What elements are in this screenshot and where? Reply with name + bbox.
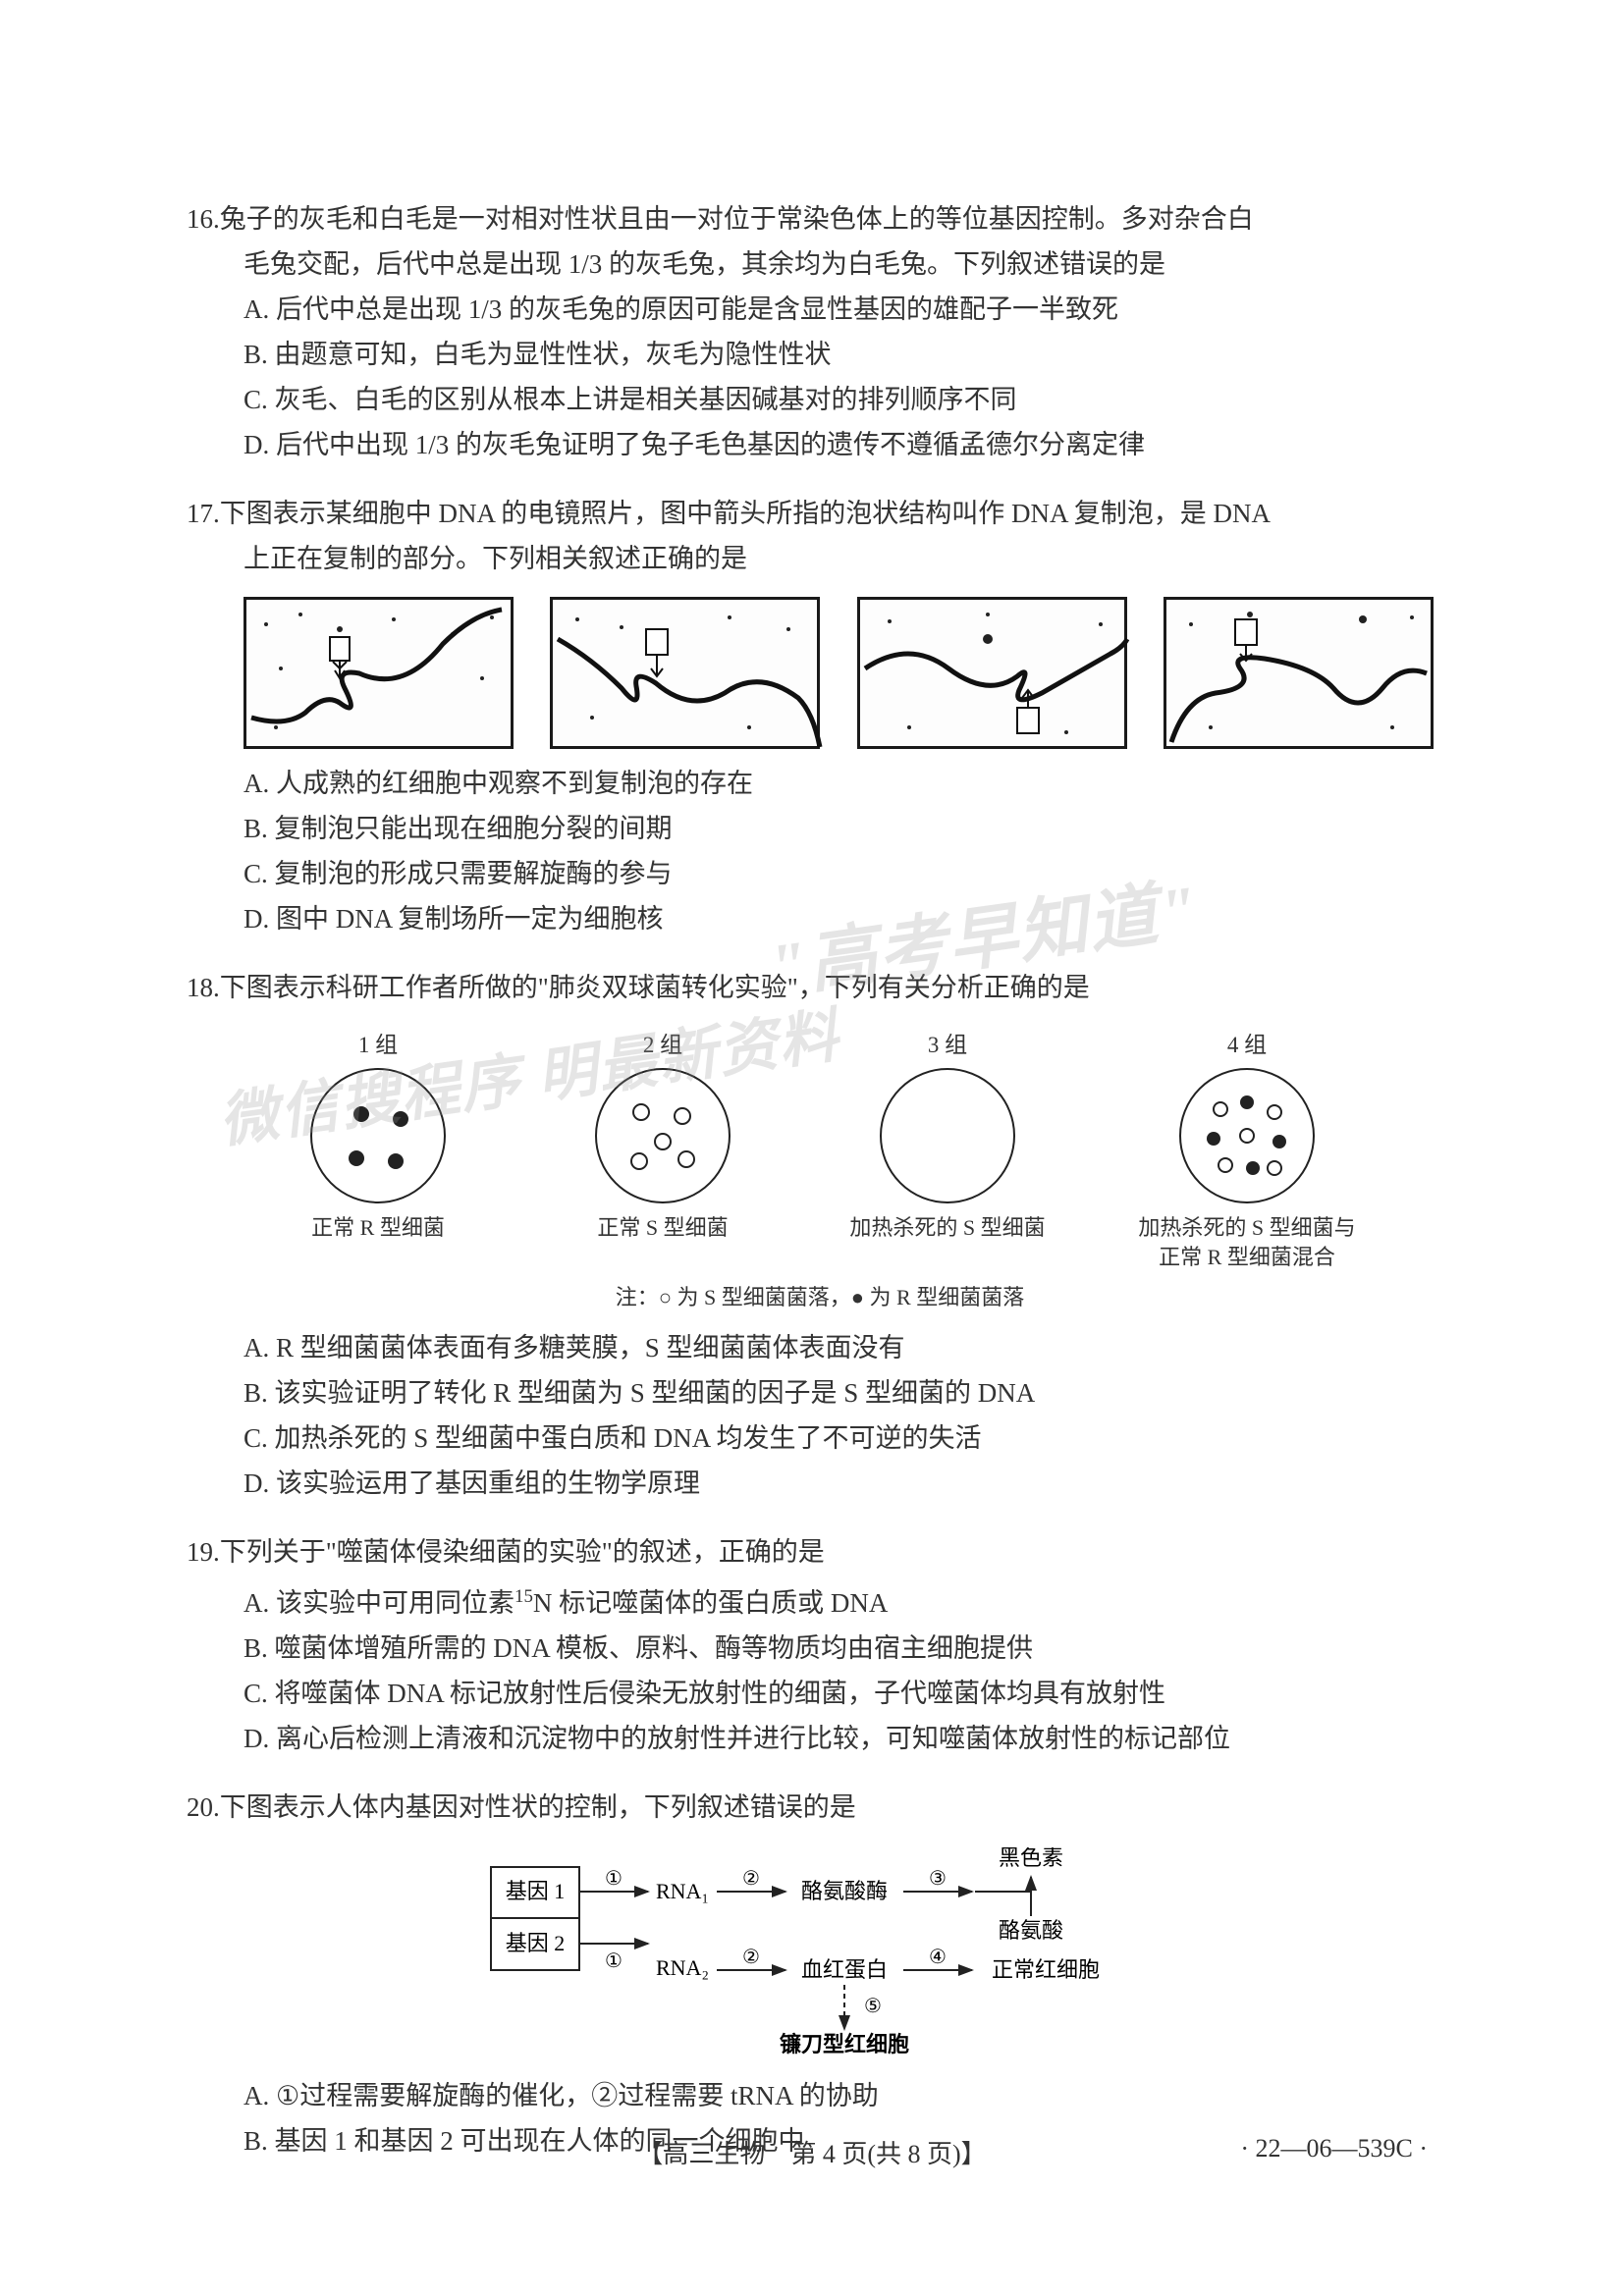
- q18-group-3: 3 组 加热杀死的 S 型细菌: [849, 1026, 1046, 1272]
- question-19: 19.下列关于"噬菌体侵染细菌的实验"的叙述，正确的是 A. 该实验中可用同位素…: [187, 1529, 1453, 1761]
- q20-n3: ③: [929, 1868, 947, 1890]
- q20-gene2: 基因 2: [506, 1931, 566, 1955]
- q20-n2a: ②: [742, 1868, 760, 1890]
- q20-n1a: ①: [605, 1868, 623, 1890]
- q17-option-d: D. 图中 DNA 复制场所一定为细胞核: [187, 896, 1453, 941]
- q20-p2: 血红蛋白: [801, 1957, 888, 1982]
- q16-option-d: D. 后代中出现 1/3 的灰毛兔证明了兔子毛色基因的遗传不遵循孟德尔分离定律: [187, 422, 1453, 467]
- question-20: 20.下图表示人体内基因对性状的控制，下列叙述错误的是 基因 1 基因 2 ① …: [187, 1785, 1453, 2163]
- q20-number: 20.: [187, 1792, 220, 1822]
- q18-g3-top: 3 组: [928, 1026, 967, 1059]
- q18-g1-bot: 正常 R 型细菌: [311, 1213, 445, 1243]
- q19-a-post: N 标记噬菌体的蛋白质或 DNA: [533, 1588, 889, 1618]
- q16-number: 16.: [187, 204, 220, 234]
- q16-stem-line2: 毛兔交配，后代中总是出现 1/3 的灰毛兔，其余均为白毛兔。下列叙述错误的是: [187, 241, 1453, 287]
- q18-legend: 注：○ 为 S 型细菌菌落，● 为 R 型细菌菌落: [187, 1280, 1453, 1311]
- q17-option-c: C. 复制泡的形成只需要解旋酶的参与: [187, 851, 1453, 896]
- q18-option-b: B. 该实验证明了转化 R 型细菌为 S 型细菌的因子是 S 型细菌的 DNA: [187, 1370, 1453, 1415]
- q17-em-image-4: [1164, 597, 1434, 749]
- q17-option-b: B. 复制泡只能出现在细胞分裂的间期: [187, 806, 1453, 851]
- q20-diagram: 基因 1 基因 2 ① RNA₁ ② 酪氨酸酶 ③ 黑色素 酪氨酸 ① R: [187, 1847, 1453, 2063]
- q16-option-c: C. 灰毛、白毛的区别从根本上讲是相关基因碱基对的排列顺序不同: [187, 377, 1453, 422]
- q18-option-a: A. R 型细菌菌体表面有多糖荚膜，S 型细菌菌体表面没有: [187, 1325, 1453, 1370]
- q18-g4-top: 4 组: [1227, 1026, 1267, 1059]
- q20-flowchart: 基因 1 基因 2 ① RNA₁ ② 酪氨酸酶 ③ 黑色素 酪氨酸 ① R: [486, 1847, 1154, 2063]
- q20-n5: ⑤: [864, 1996, 882, 2017]
- q18-stem: 18.下图表示科研工作者所做的"肺炎双球菌转化实验"，下列有关分析正确的是: [187, 965, 1453, 1010]
- q20-r2: 正常红细胞: [992, 1957, 1100, 1982]
- q20-p1: 酪氨酸酶: [801, 1879, 888, 1903]
- q18-dish-4: [1176, 1065, 1319, 1207]
- q19-number: 19.: [187, 1537, 220, 1567]
- q19-option-b: B. 噬菌体增殖所需的 DNA 模板、原料、酶等物质均由宿主细胞提供: [187, 1626, 1453, 1671]
- q19-stem: 19.下列关于"噬菌体侵染细菌的实验"的叙述，正确的是: [187, 1529, 1453, 1575]
- q17-number: 17.: [187, 499, 220, 528]
- q20-r1: 黑色素: [999, 1847, 1063, 1870]
- q17-option-a: A. 人成熟的红细胞中观察不到复制泡的存在: [187, 761, 1453, 806]
- q19-a-pre: A. 该实验中可用同位素: [244, 1588, 514, 1618]
- q19-option-c: C. 将噬菌体 DNA 标记放射性后侵染无放射性的细菌，子代噬菌体均具有放射性: [187, 1671, 1453, 1716]
- q18-group-2: 2 组 正常 S 型细菌: [565, 1026, 761, 1272]
- q18-group-1: 1 组 正常 R 型细菌: [280, 1026, 476, 1272]
- q18-g2-bot: 正常 S 型细菌: [597, 1213, 728, 1243]
- q20-r1b: 酪氨酸: [999, 1918, 1063, 1943]
- q20-stem-line1: 下图表示人体内基因对性状的控制，下列叙述错误的是: [220, 1792, 856, 1822]
- q20-option-a: A. ①过程需要解旋酶的催化，②过程需要 tRNA 的协助: [187, 2073, 1453, 2118]
- q18-number: 18.: [187, 973, 220, 1002]
- q16-option-a: A. 后代中总是出现 1/3 的灰毛兔的原因可能是含显性基因的雄配子一半致死: [187, 287, 1453, 332]
- q16-stem: 16.兔子的灰毛和白毛是一对相对性状且由一对位于常染色体上的等位基因控制。多对杂…: [187, 196, 1453, 241]
- q17-figure-row: [187, 597, 1453, 749]
- q16-stem-line1: 兔子的灰毛和白毛是一对相对性状且由一对位于常染色体上的等位基因控制。多对杂合白: [220, 204, 1254, 234]
- footer-center: 【高三生物 第 4 页(共 8 页)】: [637, 2134, 986, 2170]
- q20-rna2: RNA₂: [656, 1955, 709, 1980]
- footer-right: · 22—06—539C ·: [1240, 2134, 1428, 2163]
- q18-stem-line1: 下图表示科研工作者所做的"肺炎双球菌转化实验"，下列有关分析正确的是: [220, 973, 1090, 1002]
- q18-dish-1: [307, 1065, 450, 1207]
- q16-option-b: B. 由题意可知，白毛为显性性状，灰毛为隐性性状: [187, 332, 1453, 377]
- q19-option-d: D. 离心后检测上清液和沉淀物中的放射性并进行比较，可知噬菌体放射性的标记部位: [187, 1716, 1453, 1761]
- q18-g1-top: 1 组: [358, 1026, 398, 1059]
- q17-stem-line1: 下图表示某细胞中 DNA 的电镜照片，图中箭头所指的泡状结构叫作 DNA 复制泡…: [220, 499, 1271, 528]
- q20-n1b: ①: [605, 1950, 623, 1972]
- q20-rna1: RNA₁: [656, 1879, 709, 1903]
- q18-g4-bot-l2: 正常 R 型细菌混合: [1159, 1245, 1335, 1269]
- q18-g2-top: 2 组: [643, 1026, 682, 1059]
- q20-gene1: 基因 1: [506, 1879, 566, 1903]
- q18-group-4: 4 组 加热杀死的 S: [1134, 1026, 1360, 1272]
- q17-em-image-3: [857, 597, 1127, 749]
- q19-a-sup: 15: [514, 1586, 533, 1607]
- q19-option-a: A. 该实验中可用同位素15N 标记噬菌体的蛋白质或 DNA: [187, 1575, 1453, 1626]
- q19-stem-line1: 下列关于"噬菌体侵染细菌的实验"的叙述，正确的是: [220, 1537, 825, 1567]
- q17-stem: 17.下图表示某细胞中 DNA 的电镜照片，图中箭头所指的泡状结构叫作 DNA …: [187, 491, 1453, 536]
- question-16: 16.兔子的灰毛和白毛是一对相对性状且由一对位于常染色体上的等位基因控制。多对杂…: [187, 196, 1453, 467]
- q18-diagram: 1 组 正常 R 型细菌 2 组: [187, 1026, 1453, 1272]
- q20-r3: 镰刀型红细胞: [780, 2032, 909, 2056]
- question-18: 18.下图表示科研工作者所做的"肺炎双球菌转化实验"，下列有关分析正确的是 1 …: [187, 965, 1453, 1506]
- question-17: 17.下图表示某细胞中 DNA 的电镜照片，图中箭头所指的泡状结构叫作 DNA …: [187, 491, 1453, 941]
- q17-stem-line2: 上正在复制的部分。下列相关叙述正确的是: [187, 536, 1453, 581]
- q18-dish-3: [877, 1065, 1019, 1207]
- q18-g4-bot-l1: 加热杀死的 S 型细菌与: [1138, 1215, 1355, 1240]
- q18-g4-bot: 加热杀死的 S 型细菌与 正常 R 型细菌混合: [1138, 1213, 1355, 1272]
- q17-em-image-1: [244, 597, 514, 749]
- q18-option-c: C. 加热杀死的 S 型细菌中蛋白质和 DNA 均发生了不可逆的失活: [187, 1415, 1453, 1461]
- q18-dish-2: [592, 1065, 734, 1207]
- q20-n4: ④: [929, 1947, 947, 1968]
- q17-em-image-2: [550, 597, 820, 749]
- q20-n2b: ②: [742, 1947, 760, 1968]
- q18-g3-bot: 加热杀死的 S 型细菌: [849, 1213, 1045, 1243]
- page-content: 16.兔子的灰毛和白毛是一对相对性状且由一对位于常染色体上的等位基因控制。多对杂…: [187, 196, 1453, 2187]
- q20-stem: 20.下图表示人体内基因对性状的控制，下列叙述错误的是: [187, 1785, 1453, 1830]
- q18-option-d: D. 该实验运用了基因重组的生物学原理: [187, 1461, 1453, 1506]
